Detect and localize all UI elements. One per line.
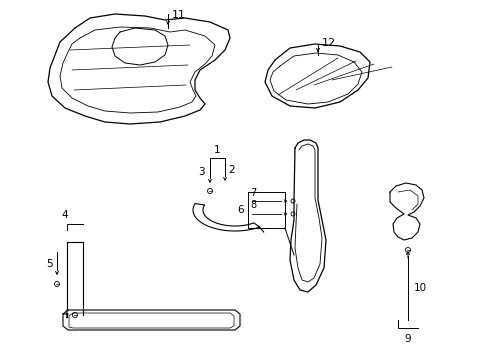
Text: 9: 9 — [404, 334, 410, 344]
Text: 11: 11 — [172, 10, 185, 20]
Polygon shape — [289, 140, 325, 292]
Text: 8: 8 — [249, 200, 256, 210]
Text: 3: 3 — [198, 167, 204, 177]
Text: 6: 6 — [237, 205, 244, 215]
Text: 5: 5 — [46, 259, 53, 269]
Text: 7: 7 — [249, 188, 256, 198]
Polygon shape — [48, 14, 229, 124]
Polygon shape — [389, 183, 423, 240]
Text: 10: 10 — [413, 283, 426, 293]
Text: 12: 12 — [321, 38, 335, 48]
Polygon shape — [264, 44, 369, 108]
Polygon shape — [193, 203, 259, 231]
Text: 1: 1 — [213, 145, 220, 155]
Text: 4: 4 — [61, 210, 68, 220]
Polygon shape — [63, 310, 240, 330]
Text: 2: 2 — [227, 165, 234, 175]
